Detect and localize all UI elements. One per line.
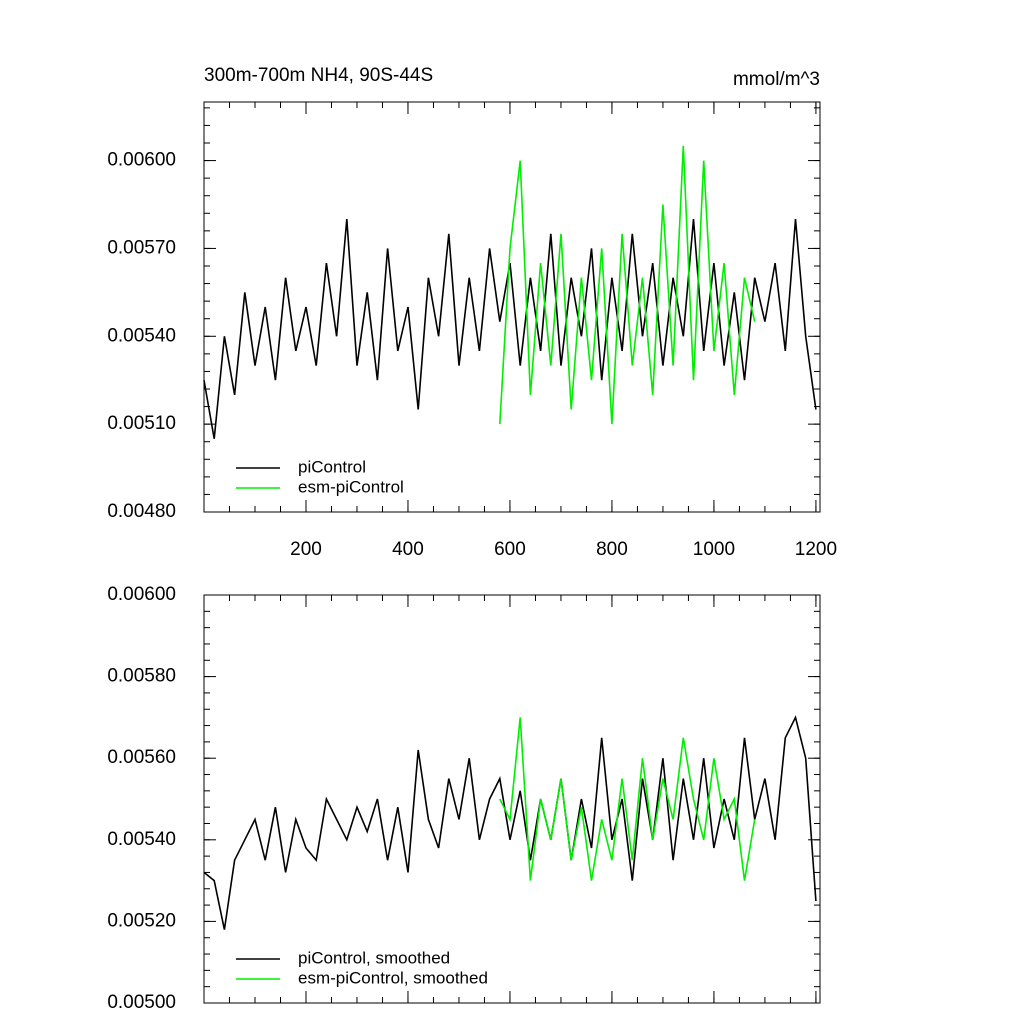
- series-line: [499, 145, 756, 425]
- y-tick-label: 0.00480: [107, 501, 176, 522]
- x-tick-label: 400: [392, 539, 424, 560]
- x-tick-label: 1000: [693, 539, 735, 560]
- y-tick-label: 0.00540: [107, 325, 176, 346]
- x-tick-label: 200: [290, 539, 322, 560]
- legend-label: piControl: [298, 457, 366, 476]
- plot-frame: [203, 101, 821, 513]
- y-tick-label: 0.00500: [107, 992, 176, 1013]
- y-tick-label: 0.00600: [107, 150, 176, 171]
- x-tick-label: 800: [596, 539, 628, 560]
- y-tick-label: 0.00570: [107, 237, 176, 258]
- y-tick-label: 0.00560: [107, 747, 176, 768]
- units-label: mmol/m^3: [733, 69, 820, 90]
- series-line: [203, 715, 817, 930]
- y-tick-label: 0.00510: [107, 413, 176, 434]
- x-tick-label: 1200: [795, 539, 837, 560]
- chart-title: 300m-700m NH4, 90S-44S: [204, 65, 433, 86]
- legend-label: esm-piControl, smoothed: [298, 968, 488, 987]
- y-tick-label: 0.00540: [107, 829, 176, 850]
- series-line: [499, 717, 756, 881]
- legend-label: esm-piControl: [298, 477, 404, 496]
- series-line: [203, 219, 817, 439]
- y-tick-label: 0.00600: [107, 584, 176, 605]
- y-tick-label: 0.00520: [107, 910, 176, 931]
- x-tick-label: 600: [494, 539, 526, 560]
- y-tick-label: 0.00580: [107, 666, 176, 687]
- legend-label: piControl, smoothed: [298, 948, 450, 967]
- plot-frame: [203, 594, 821, 1004]
